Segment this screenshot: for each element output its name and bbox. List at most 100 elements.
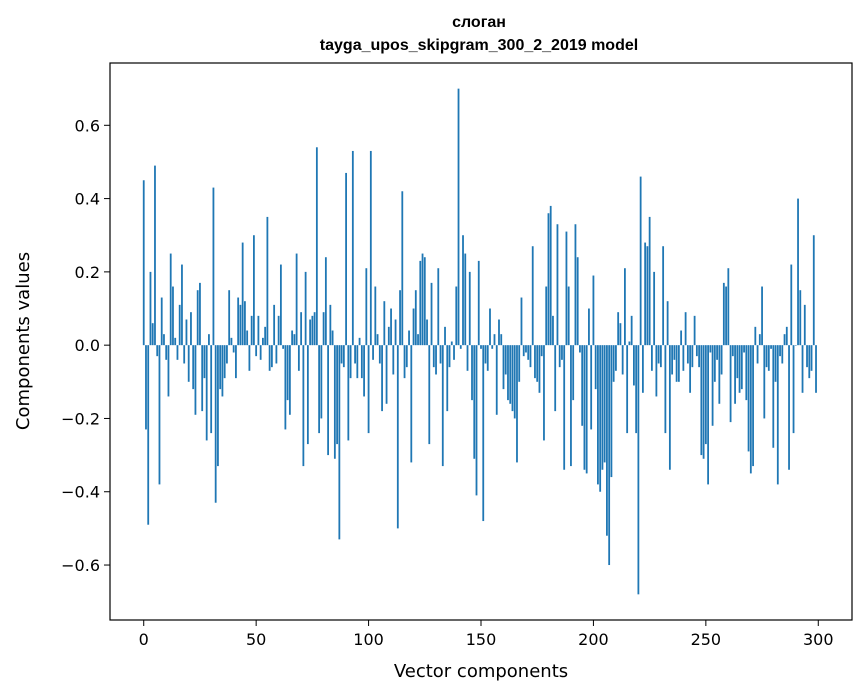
bar-165 bbox=[514, 345, 516, 418]
bar-65 bbox=[289, 345, 291, 415]
bar-30 bbox=[210, 345, 212, 433]
bar-217 bbox=[631, 316, 633, 345]
bar-289 bbox=[793, 345, 795, 433]
bar-96 bbox=[359, 338, 361, 345]
bar-285 bbox=[784, 334, 786, 345]
bar-258 bbox=[723, 283, 725, 345]
bar-204 bbox=[602, 345, 604, 470]
bar-91 bbox=[347, 345, 349, 440]
bar-37 bbox=[226, 345, 228, 363]
bar-57 bbox=[271, 345, 273, 367]
bar-239 bbox=[680, 331, 682, 346]
bar-88 bbox=[341, 345, 343, 363]
bar-163 bbox=[509, 345, 511, 404]
bar-99 bbox=[365, 268, 367, 345]
bar-243 bbox=[689, 345, 691, 393]
bar-140 bbox=[458, 89, 460, 346]
bar-279 bbox=[770, 345, 772, 349]
bar-294 bbox=[804, 305, 806, 345]
bar-283 bbox=[779, 345, 781, 356]
bar-64 bbox=[287, 345, 289, 400]
bar-36 bbox=[224, 345, 226, 378]
bar-98 bbox=[363, 345, 365, 396]
bar-49 bbox=[253, 235, 255, 345]
bar-23 bbox=[195, 345, 197, 415]
bar-210 bbox=[615, 345, 617, 371]
bar-2 bbox=[147, 345, 149, 525]
bar-114 bbox=[399, 290, 401, 345]
y-tick-label: 0.4 bbox=[75, 190, 100, 209]
bar-254 bbox=[714, 345, 716, 382]
bar-158 bbox=[498, 320, 500, 346]
bar-274 bbox=[759, 334, 761, 345]
bar-155 bbox=[491, 345, 493, 349]
bar-167 bbox=[518, 345, 520, 382]
bar-31 bbox=[213, 188, 215, 346]
bar-10 bbox=[165, 345, 167, 360]
bar-27 bbox=[204, 345, 206, 378]
bar-144 bbox=[467, 345, 469, 371]
bar-43 bbox=[240, 305, 242, 345]
bar-14 bbox=[174, 338, 176, 345]
bar-41 bbox=[235, 345, 237, 378]
bar-194 bbox=[579, 345, 581, 352]
bar-200 bbox=[593, 276, 595, 346]
bar-77 bbox=[316, 147, 318, 345]
bar-33 bbox=[217, 345, 219, 466]
bar-257 bbox=[721, 345, 723, 374]
bar-3 bbox=[150, 272, 152, 345]
bar-168 bbox=[521, 298, 523, 346]
bar-59 bbox=[275, 345, 277, 363]
bar-67 bbox=[293, 334, 295, 345]
bar-70 bbox=[300, 312, 302, 345]
bar-109 bbox=[388, 327, 390, 345]
bar-177 bbox=[541, 345, 543, 356]
bar-5 bbox=[154, 166, 156, 346]
bar-0 bbox=[143, 180, 145, 345]
bar-212 bbox=[620, 323, 622, 345]
bar-7 bbox=[159, 345, 161, 484]
bar-21 bbox=[190, 312, 192, 345]
bar-242 bbox=[687, 345, 689, 363]
bar-276 bbox=[763, 345, 765, 418]
bar-45 bbox=[244, 301, 246, 345]
bar-6 bbox=[156, 345, 158, 356]
bar-87 bbox=[338, 345, 340, 539]
bar-295 bbox=[806, 345, 808, 367]
x-tick-label: 50 bbox=[246, 630, 266, 649]
bar-251 bbox=[707, 345, 709, 484]
bar-9 bbox=[163, 334, 165, 345]
bar-284 bbox=[781, 345, 783, 363]
bar-220 bbox=[637, 345, 639, 594]
bar-236 bbox=[673, 345, 675, 360]
bar-150 bbox=[480, 345, 482, 349]
bar-264 bbox=[736, 345, 738, 378]
bar-40 bbox=[233, 345, 235, 352]
bar-113 bbox=[397, 345, 399, 528]
bar-238 bbox=[678, 345, 680, 382]
bar-42 bbox=[237, 298, 239, 346]
bar-259 bbox=[725, 287, 727, 346]
bar-187 bbox=[563, 345, 565, 470]
x-tick-label: 100 bbox=[353, 630, 384, 649]
bar-231 bbox=[662, 246, 664, 345]
chart-title: слоган bbox=[452, 14, 506, 31]
bar-125 bbox=[424, 257, 426, 345]
bar-151 bbox=[482, 345, 484, 521]
bar-136 bbox=[449, 345, 451, 367]
bar-120 bbox=[413, 309, 415, 346]
bar-19 bbox=[186, 320, 188, 346]
bar-256 bbox=[718, 345, 720, 404]
bar-252 bbox=[709, 345, 711, 352]
bar-139 bbox=[455, 287, 457, 346]
bar-97 bbox=[361, 345, 363, 378]
bar-299 bbox=[815, 345, 817, 393]
bar-207 bbox=[608, 345, 610, 565]
x-tick-label: 200 bbox=[578, 630, 609, 649]
bar-145 bbox=[469, 272, 471, 345]
bar-173 bbox=[532, 246, 534, 345]
bar-92 bbox=[350, 345, 352, 378]
bar-175 bbox=[536, 345, 538, 382]
bar-214 bbox=[624, 268, 626, 345]
